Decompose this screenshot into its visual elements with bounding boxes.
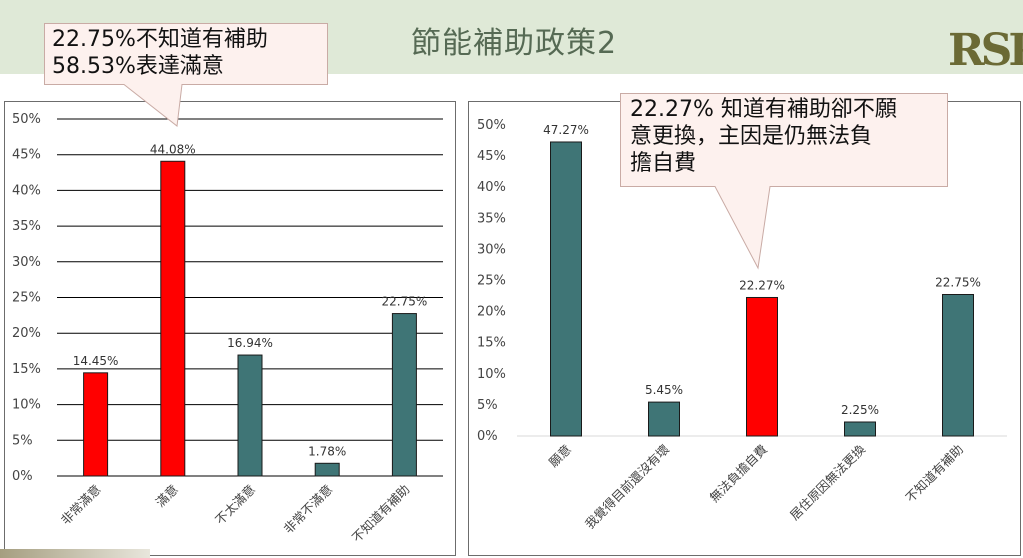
left-chart-ytick-label: 20% [12, 326, 41, 341]
left-chart-ytick-label: 40% [12, 183, 41, 198]
callout-left-line-2: 58.53%表達滿意 [52, 54, 224, 79]
left-chart-bar [83, 372, 109, 477]
bottom-decor-strip [0, 549, 150, 558]
willingness-bar-chart: 0% 5% 10% 15% 20% 25% 30% 35% 40% 45% 50% 47.27% 願意 5… [477, 118, 1007, 532]
right-chart-bar [746, 296, 778, 437]
right-chart-data-label: 2.25% [841, 403, 879, 417]
right-chart-category-label: 不知道有補助 [902, 442, 966, 506]
left-chart-bar [391, 313, 417, 477]
right-chart-ytick-label: 10% [477, 367, 506, 382]
right-chart-ytick-label: 5% [477, 398, 498, 413]
left-chart-ytick-label: 30% [12, 255, 41, 270]
right-chart-category-label: 我覺得目前還沒有壞 [582, 442, 672, 532]
left-chart-ytick-label: 35% [12, 219, 41, 234]
satisfaction-bar-chart: 0% 5% 10% 15% 20% 25% 30% 35% 40% 45% 50% 14.45% 非常滿… [12, 112, 443, 546]
callout-right-line-3: 擔自費 [630, 151, 697, 176]
left-chart-bar [314, 462, 340, 477]
callout-right-line-2: 意更換，主因是仍無法負 [630, 124, 873, 149]
left-chart-ytick-label: 50% [12, 112, 41, 127]
left-chart-ytick-label: 45% [12, 148, 41, 163]
left-chart-data-label: 1.78% [308, 444, 346, 458]
right-chart-category-label: 無法負擔自費 [706, 442, 770, 506]
right-chart-ytick-label: 35% [477, 211, 506, 226]
left-chart-data-label: 14.45% [73, 354, 119, 368]
right-chart-ytick-label: 20% [477, 305, 506, 320]
right-chart-bar [942, 293, 974, 437]
callout-right-line-1: 22.27% 知道有補助卻不願 [630, 97, 897, 122]
right-chart-bar [550, 141, 582, 437]
left-chart-category-label: 不太滿意 [212, 482, 258, 528]
left-chart-ytick-label: 0% [12, 469, 33, 484]
callout-left-shape [44, 23, 328, 127]
right-chart-ytick-label: 50% [477, 118, 506, 133]
right-chart-category-label: 居住原因無法更換 [787, 441, 869, 523]
right-chart-data-label: 22.75% [935, 275, 981, 289]
left-chart-ytick-label: 25% [12, 291, 41, 306]
callout-unaware-satisfied: 22.75%不知道有補助 58.53%表達滿意 [44, 23, 328, 127]
right-chart-ytick-label: 0% [477, 429, 498, 444]
callout-cannot-afford: 22.27% 知道有補助卻不願 意更換，主因是仍無法負 擔自費 [620, 93, 948, 270]
right-chart-ytick-label: 30% [477, 242, 506, 257]
left-chart-category-label: 不知道有補助 [349, 482, 413, 546]
right-chart-ytick-label: 45% [477, 149, 506, 164]
chart-panel-satisfaction: 0% 5% 10% 15% 20% 25% 30% 35% 40% 45% 50% 14.45% 非常滿… [4, 101, 456, 556]
left-chart-ytick-label: 10% [12, 398, 41, 413]
right-chart-ytick-label: 25% [477, 274, 506, 289]
right-chart-bar [844, 421, 876, 437]
left-chart-bar [237, 354, 263, 477]
right-chart-data-label: 47.27% [543, 123, 589, 137]
left-chart-data-label: 22.75% [382, 295, 428, 309]
logo: RSPR [948, 25, 1023, 76]
right-chart-category-label: 願意 [546, 442, 574, 470]
left-chart-ytick-label: 5% [12, 433, 33, 448]
left-chart-ytick-label: 15% [12, 362, 41, 377]
left-chart-data-label: 44.08% [150, 142, 196, 156]
slide-title: 節能補助政策2 [411, 26, 618, 61]
left-chart-bar [160, 160, 186, 477]
callout-right-shape [620, 93, 948, 270]
left-chart-category-label: 非常滿意 [58, 482, 104, 528]
left-chart-category-label: 滿意 [153, 482, 181, 510]
left-chart-data-label: 16.94% [227, 336, 273, 350]
right-chart-ytick-label: 40% [477, 180, 506, 195]
right-chart-bar [648, 401, 680, 437]
right-chart-data-label: 5.45% [645, 383, 683, 397]
callout-left-line-1: 22.75%不知道有補助 [52, 27, 268, 52]
right-chart-data-label: 22.27% [739, 278, 785, 292]
left-chart-category-label: 非常不滿意 [281, 482, 336, 537]
right-chart-ytick-label: 15% [477, 336, 506, 351]
